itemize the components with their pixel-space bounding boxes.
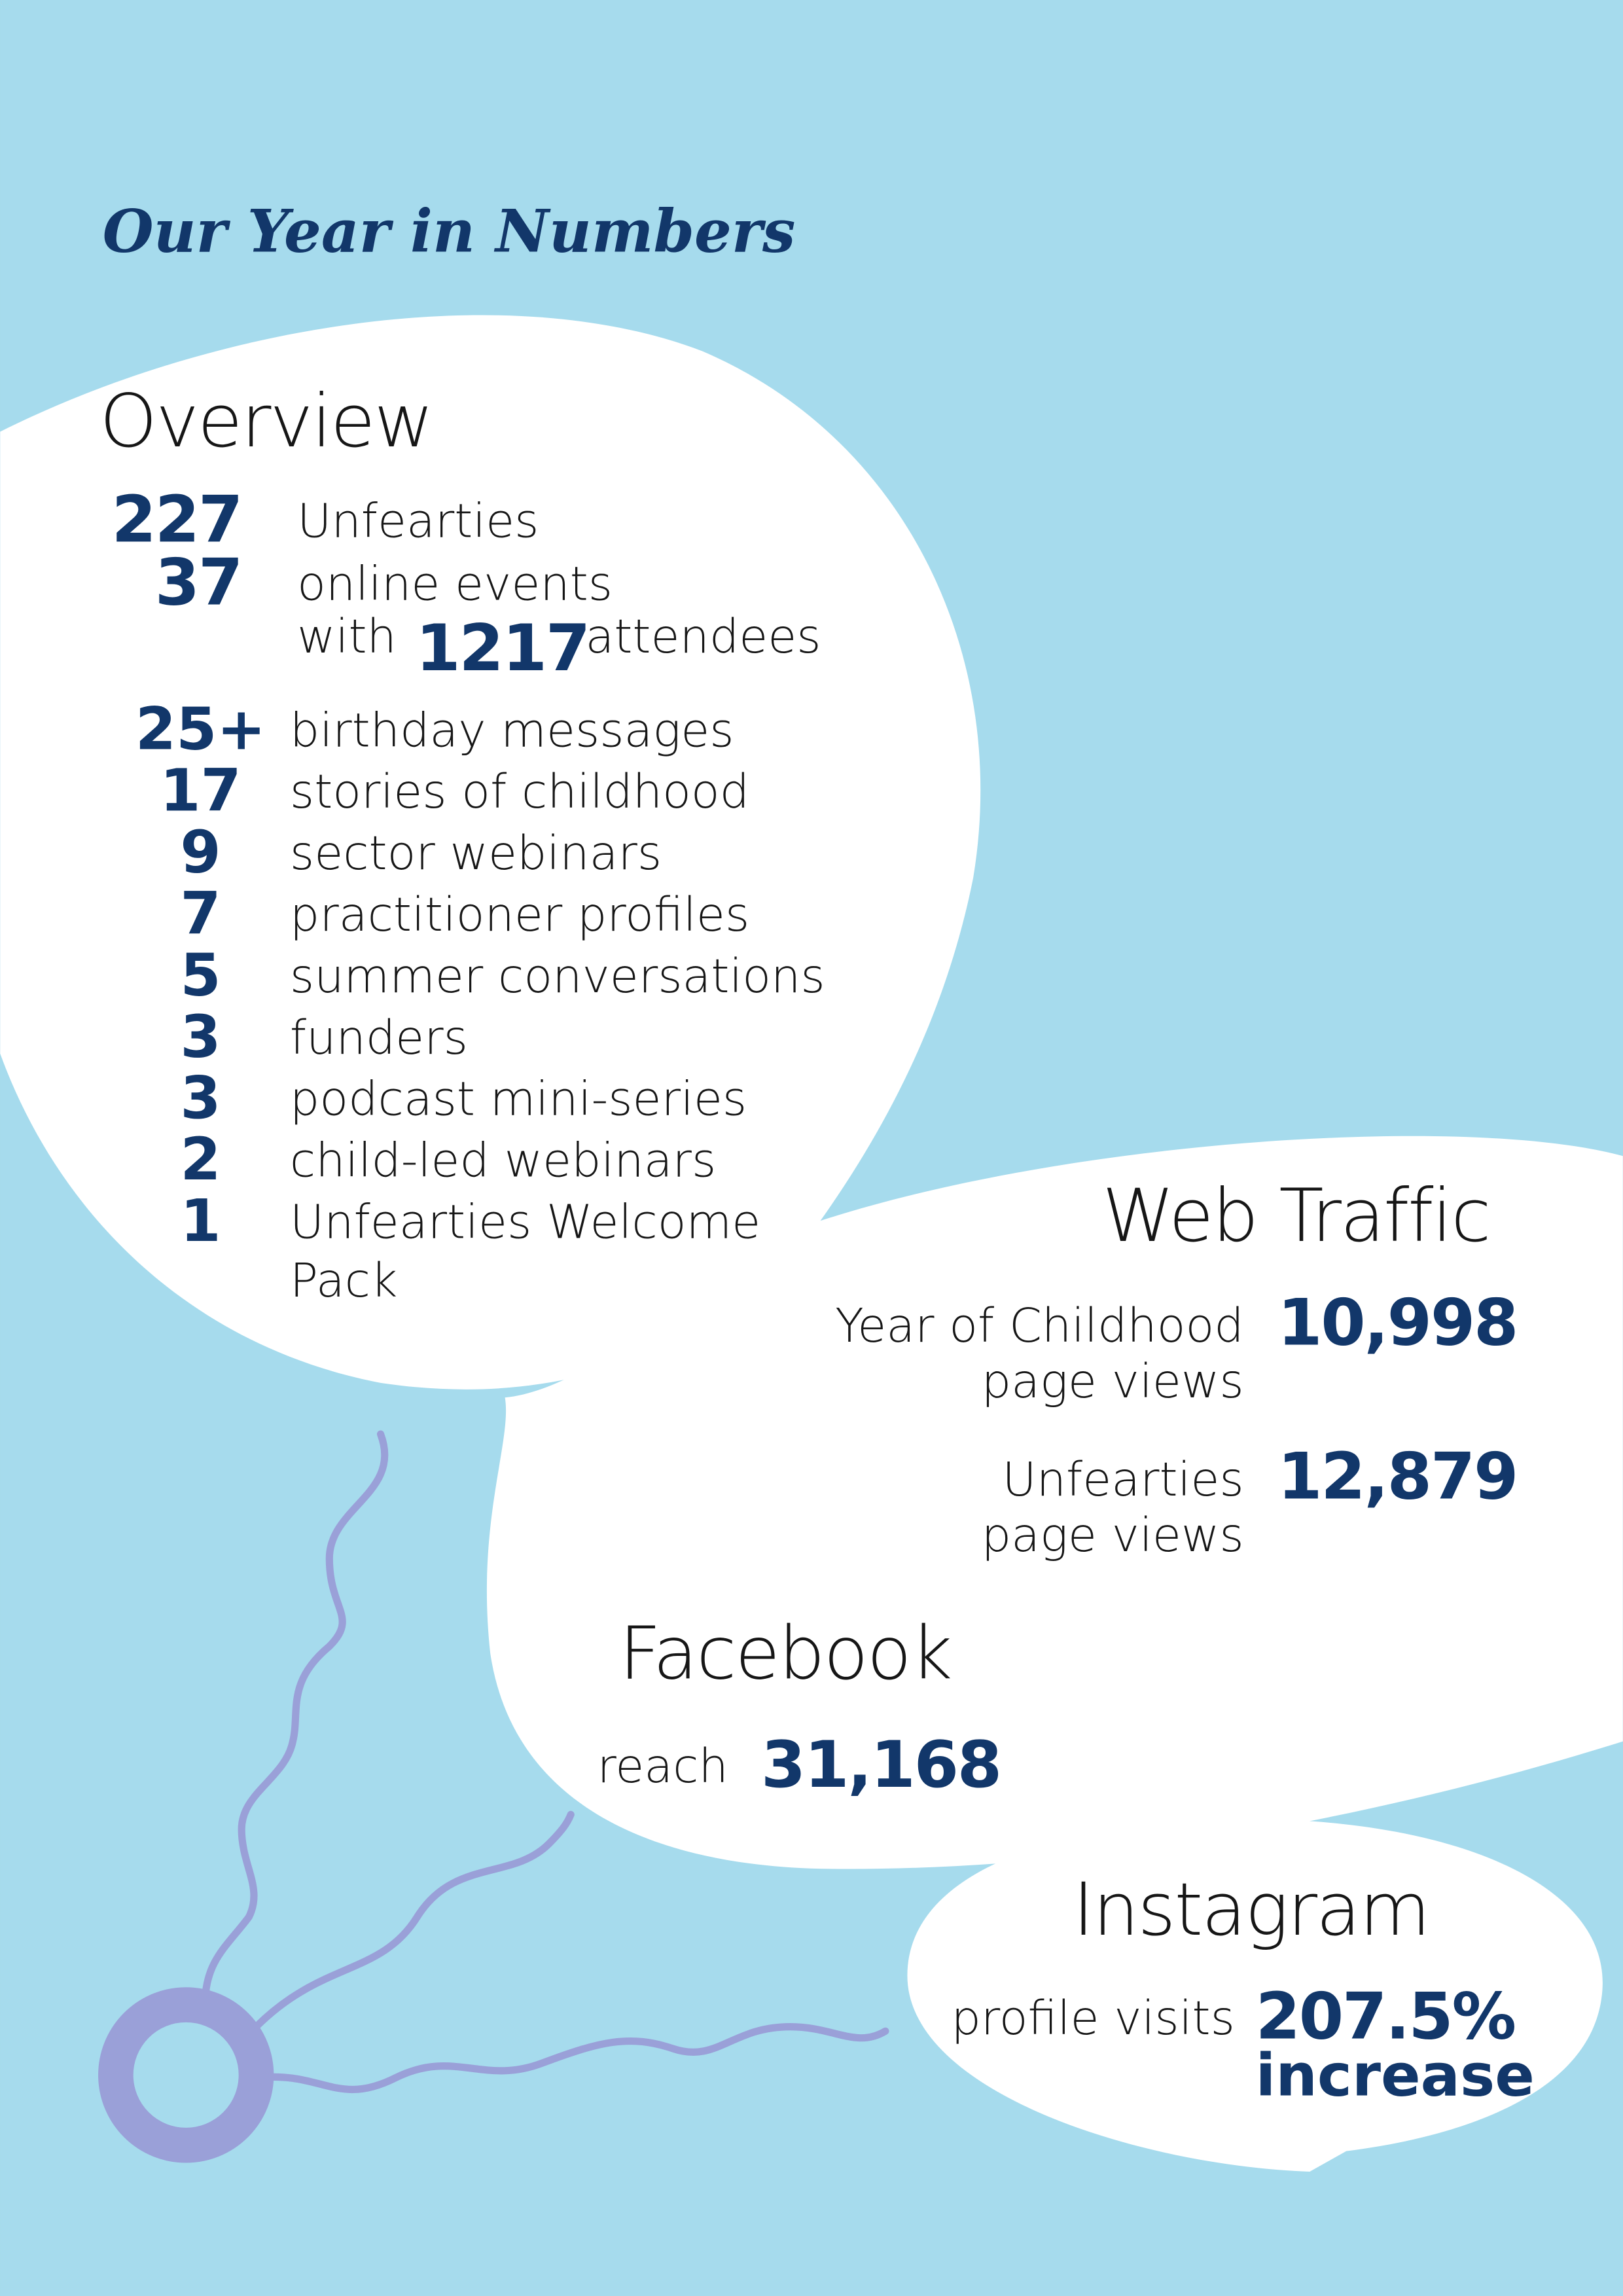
stat-number: 227	[112, 482, 242, 557]
traffic-bubble	[486, 1136, 1623, 1869]
stat-label: sector webinars	[290, 826, 662, 880]
stat-label: Year of Childhood	[835, 1299, 1244, 1353]
wavy-line	[252, 2023, 889, 2094]
stat-number: 1217	[416, 611, 589, 686]
stat-label: child-led webinars	[290, 1134, 716, 1188]
stat-label: podcast mini-series	[290, 1072, 747, 1126]
stat-label: with	[297, 609, 397, 664]
stat-label: funders	[290, 1011, 468, 1065]
stat-label: summer conversations	[290, 949, 825, 1003]
section-heading: Web Traffic	[1102, 1174, 1489, 1259]
stat-label: birthday messages	[290, 703, 734, 757]
instagram-bubble	[907, 1819, 1603, 2172]
ring	[98, 1987, 274, 2163]
speech-bubbles	[0, 315, 1623, 2172]
stat-number: 9	[180, 819, 221, 887]
stat-number: 207.5%	[1256, 1979, 1515, 2054]
overview-bubble	[0, 315, 981, 1390]
stat-label: practitioner profiles	[290, 888, 749, 942]
stat-number: 5	[180, 941, 221, 1009]
section-heading: Instagram	[1073, 1867, 1429, 1952]
stat-number: 2	[180, 1126, 221, 1194]
stat-label: attendees	[586, 609, 821, 664]
stat-number: 7	[180, 880, 221, 948]
stat-label: reach	[597, 1739, 728, 1793]
stat-label: online events	[297, 557, 613, 611]
stat-number: 37	[155, 545, 241, 620]
stat-label: Unfearties	[297, 494, 539, 548]
stat-number: 3	[180, 1064, 221, 1132]
decorative-lines	[98, 1430, 889, 2163]
stat-number: 1	[180, 1187, 221, 1255]
stat-number: 17	[160, 757, 241, 825]
stat-number: 12,879	[1277, 1439, 1517, 1514]
page-title: Our Year in Numbers	[103, 198, 796, 266]
stat-number: 25+	[135, 696, 266, 764]
stat-label: Unfearties	[1002, 1452, 1243, 1507]
stat-note: increase	[1256, 2042, 1535, 2110]
section-heading: Overview	[99, 379, 432, 464]
stat-number: 31,168	[761, 1728, 1001, 1803]
wavy-line	[201, 1430, 389, 2009]
stat-label: page views	[982, 1354, 1244, 1408]
stat-label: Unfearties Welcome	[290, 1195, 760, 1249]
stat-label: stories of childhood	[290, 764, 749, 819]
stat-label: Pack	[290, 1253, 398, 1308]
stat-label: page views	[982, 1508, 1244, 1562]
wavy-line	[252, 1810, 575, 2031]
stat-label: profile visits	[952, 1991, 1235, 2045]
stat-number: 3	[180, 1003, 221, 1071]
stat-number: 10,998	[1277, 1286, 1517, 1361]
section-heading: Facebook	[619, 1611, 951, 1696]
